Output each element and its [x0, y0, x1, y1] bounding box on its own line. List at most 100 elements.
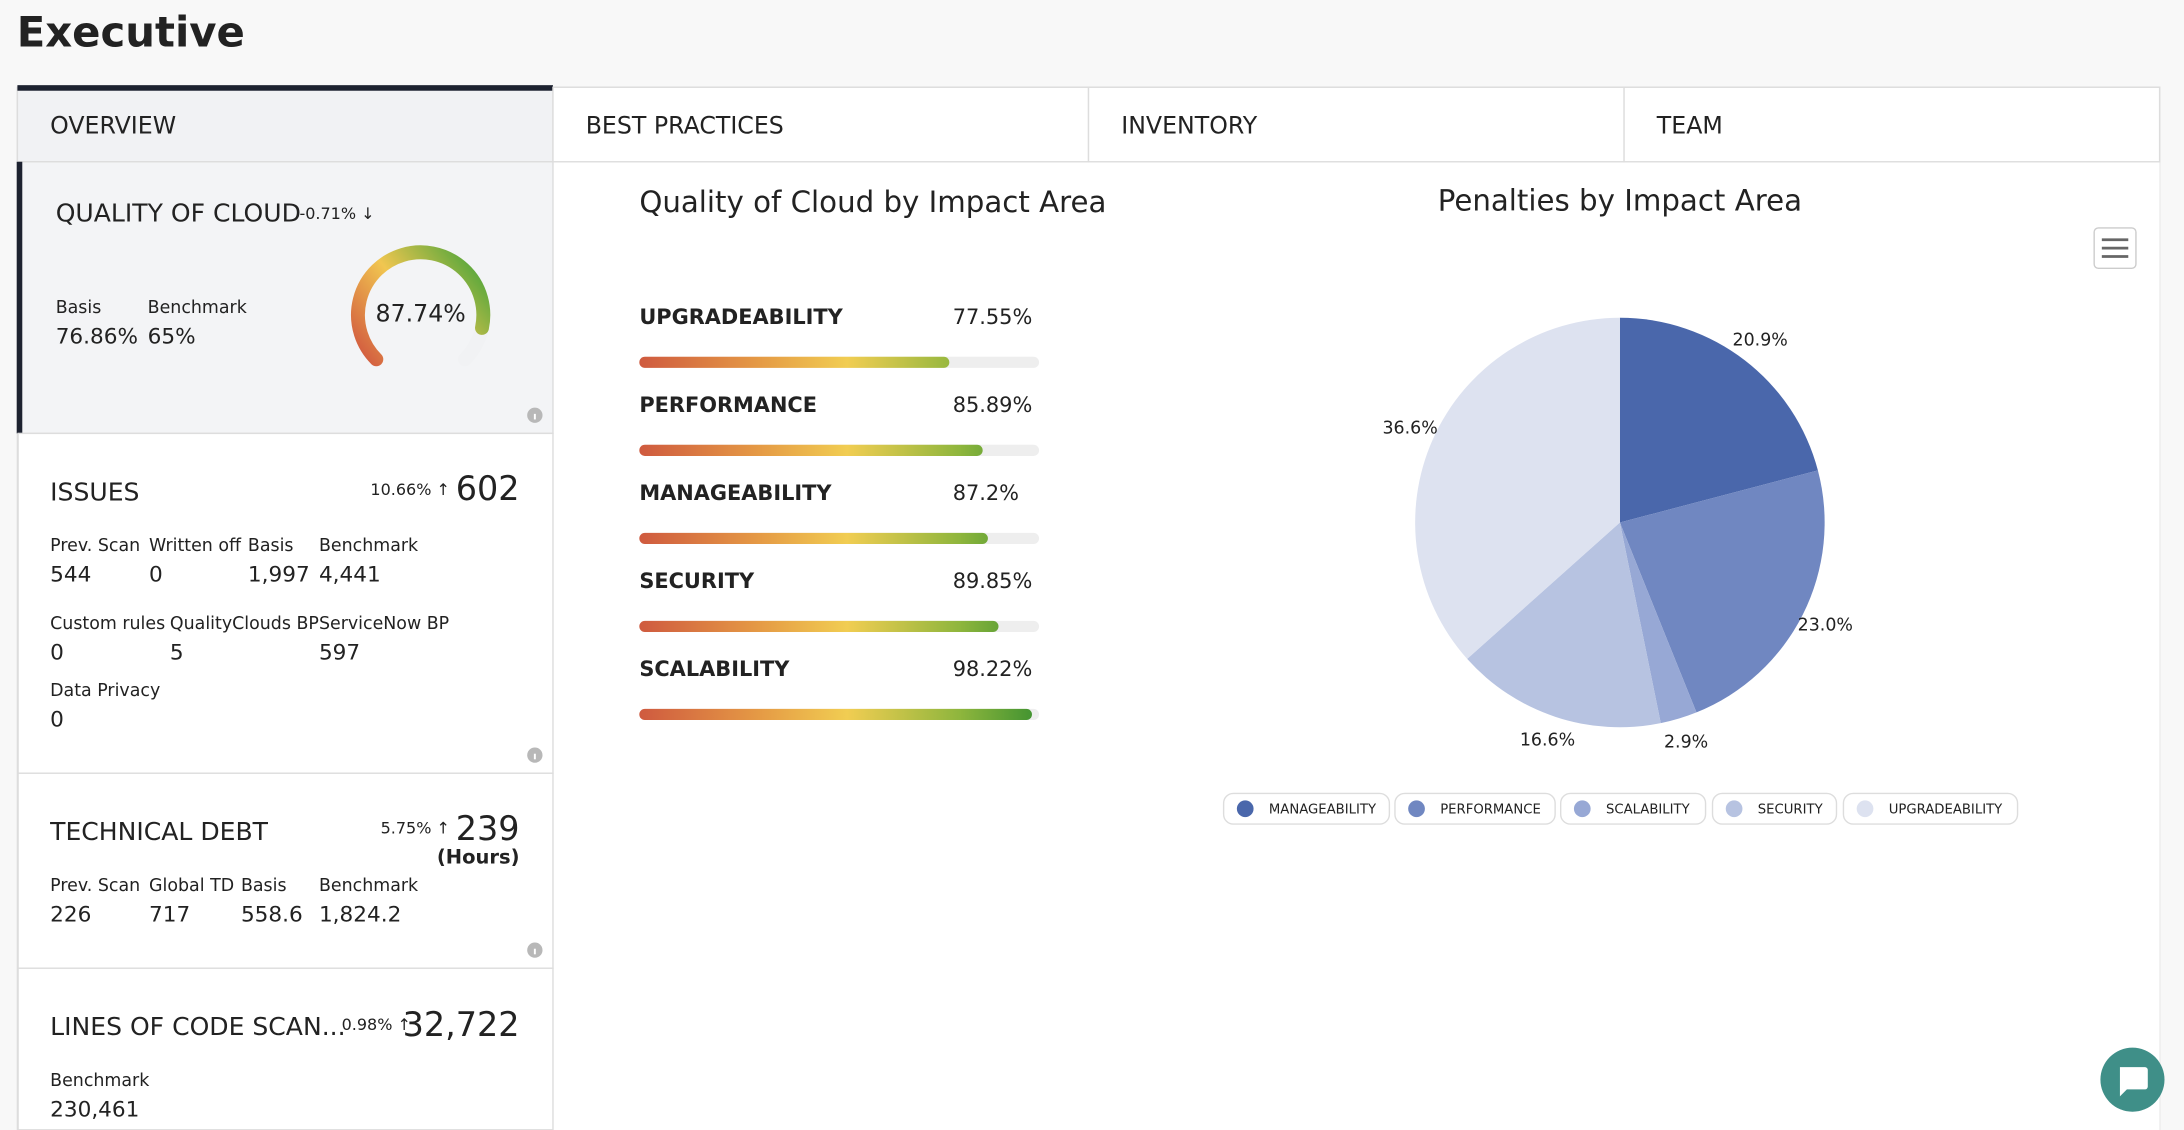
legend-swatch: [1236, 800, 1254, 818]
pie-slice: [1619, 317, 1818, 523]
tab-label[interactable]: INVENTORY: [1121, 111, 1257, 139]
legend-pill[interactable]: [1560, 792, 1707, 825]
tab-label[interactable]: BEST PRACTICES: [586, 111, 784, 139]
bar-category: UPGRADEABILITY: [639, 305, 843, 329]
stat-value: 0: [50, 707, 64, 732]
stat-value: 1,824.2: [319, 902, 401, 927]
stat-label: Prev. Scan: [50, 536, 140, 556]
stat-label: ServiceNow BP: [319, 614, 449, 634]
tab-active-indicator: [17, 85, 553, 91]
legend-label: UPGRADEABILITY: [1889, 802, 2003, 817]
legend-swatch: [1573, 800, 1591, 818]
pie-label: 20.9%: [1733, 330, 1788, 350]
stat-label: Global TD: [149, 876, 234, 896]
gauge-arc: [351, 245, 491, 367]
tab[interactable]: [1623, 86, 2161, 163]
stat-label: Benchmark: [148, 298, 248, 318]
card-trend: 0.98% ↑: [342, 1015, 411, 1034]
card-total: 239: [456, 809, 520, 848]
bar: [639, 620, 999, 632]
bar: [639, 708, 1032, 721]
legend-label: SCALABILITY: [1606, 802, 1691, 817]
legend-item[interactable]: MANAGEABILITY: [1222, 792, 1391, 825]
bar-category: SECURITY: [639, 569, 755, 593]
main-panel: [553, 161, 2160, 1130]
pie-slice: [1619, 522, 1697, 724]
pie-label: 36.6%: [1382, 419, 1437, 439]
legend-item[interactable]: SECURITY: [1711, 792, 1838, 825]
bar: [639, 444, 983, 456]
gauge-label: 87.74%: [376, 299, 466, 327]
stat-label: Written off: [149, 536, 242, 556]
legend-pill[interactable]: [1222, 792, 1391, 825]
legend-label: PERFORMANCE: [1440, 802, 1541, 817]
stat-value: 1,997: [248, 562, 310, 587]
stat-label: Prev. Scan: [50, 876, 140, 896]
card: [17, 161, 554, 435]
legend-pill[interactable]: [1711, 792, 1838, 825]
pie-slice: [1467, 522, 1661, 728]
legend-pill[interactable]: [1394, 792, 1556, 825]
stat-value: 230,461: [50, 1097, 139, 1122]
stat-value: 5: [170, 640, 184, 665]
bar-category: PERFORMANCE: [639, 393, 817, 417]
page-title: Executive: [17, 8, 245, 57]
chat-icon: [2119, 1067, 2148, 1097]
bar-value-label: 89.85%: [953, 569, 1033, 593]
legend-swatch: [1408, 800, 1425, 818]
tab[interactable]: [1087, 86, 1625, 163]
card-total: 602: [456, 469, 520, 508]
pie-slice: [1619, 470, 1825, 713]
card-title: QUALITY OF CLOUD: [56, 199, 301, 228]
info-icon-mark: [533, 413, 536, 420]
legend-swatch: [1856, 800, 1874, 818]
stat-value: 0: [149, 562, 163, 587]
card-active-indicator: [16, 161, 23, 434]
pie-slice: [1415, 317, 1620, 659]
card-unit: (Hours): [437, 846, 520, 869]
stat-label: Data Privacy: [50, 681, 160, 701]
card: [17, 432, 554, 774]
legend-label: SECURITY: [1758, 802, 1824, 817]
stat-label: Benchmark: [319, 536, 419, 556]
menu-button[interactable]: [2093, 227, 2137, 270]
chat-button[interactable]: [2100, 1047, 2165, 1112]
info-icon-mark: [533, 753, 536, 760]
pie-label: 2.9%: [1664, 733, 1708, 753]
impact-bars: Quality of Cloud by Impact Area UPGRADEAB…: [639, 185, 1106, 721]
stat-label: Basis: [241, 876, 287, 896]
legend-pill[interactable]: [1842, 792, 2019, 825]
legend-item[interactable]: SCALABILITY: [1560, 792, 1707, 825]
stat-value: 4,441: [319, 562, 381, 587]
tab[interactable]: [552, 86, 1090, 163]
bar-category: SCALABILITY: [639, 657, 790, 681]
pie-label: 16.6%: [1520, 731, 1575, 751]
card-total: 32,722: [403, 1005, 520, 1044]
bar-value-label: 77.55%: [953, 305, 1033, 329]
card-title: LINES OF CODE SCAN...: [50, 1012, 345, 1041]
pie-chart: Penalties by Impact Area 20.9% 23.0% 2.9% 16…: [1222, 184, 2019, 825]
bar-value-label: 87.2%: [953, 481, 1019, 505]
legend-item[interactable]: UPGRADEABILITY: [1842, 792, 2019, 825]
stat-value: 544: [50, 562, 91, 587]
tab-label[interactable]: TEAM: [1656, 111, 1723, 139]
stat-label: Benchmark: [50, 1071, 150, 1091]
tab-label[interactable]: OVERVIEW: [50, 111, 176, 139]
stat-label: Basis: [56, 298, 102, 318]
card: [17, 772, 554, 969]
legend-item[interactable]: PERFORMANCE: [1394, 792, 1556, 825]
card-trend: -0.71% ↓: [299, 204, 374, 223]
stat-value: 597: [319, 640, 360, 665]
stat-value: 558.6: [241, 902, 303, 927]
card-title: TECHNICAL DEBT: [49, 817, 269, 846]
stat-value: 226: [50, 902, 91, 927]
stat-label: Basis: [248, 536, 294, 556]
card-title: ISSUES: [50, 477, 139, 506]
bar: [639, 356, 950, 368]
card-trend: 5.75% ↑: [381, 818, 450, 837]
stat-label: Benchmark: [319, 876, 419, 896]
card-column: QUALITY OF CLOUD-0.71% ↓ Basis 76.86% Bench…: [16, 161, 554, 1130]
bar: [639, 532, 988, 544]
